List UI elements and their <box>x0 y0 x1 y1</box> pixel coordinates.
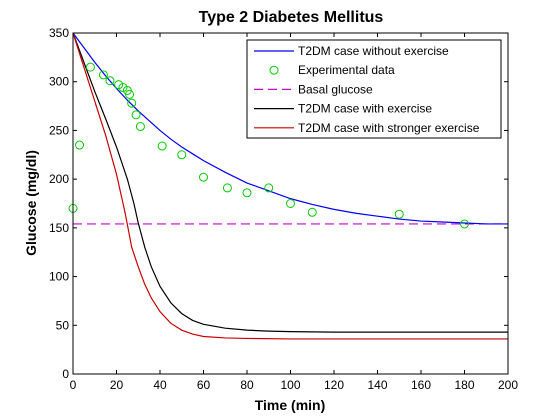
x-tick-label: 120 <box>324 378 344 392</box>
x-tick-label: 160 <box>411 378 431 392</box>
legend-label: T2DM case with stronger exercise <box>298 121 480 135</box>
data-point <box>394 209 404 219</box>
x-tick-label: 140 <box>367 378 387 392</box>
series-4-line <box>72 32 508 340</box>
data-point <box>135 122 145 132</box>
legend: T2DM case without exercise Experimental d… <box>246 39 502 139</box>
legend-label: T2DM case without exercise <box>298 44 449 58</box>
series-0-line <box>72 32 508 225</box>
data-point <box>242 188 252 198</box>
data-point <box>98 70 108 80</box>
x-tick-label: 60 <box>197 378 211 392</box>
y-tick-label: 100 <box>49 270 69 284</box>
y-tick-label: 250 <box>49 123 69 137</box>
legend-label: Basal glucose <box>298 82 373 96</box>
chart-title: Type 2 Diabetes Mellitus <box>199 9 384 26</box>
data-point <box>460 219 469 229</box>
x-tick-label: 180 <box>454 378 474 392</box>
legend-entry: Experimental data <box>269 63 395 77</box>
x-tick-label: 100 <box>280 378 300 392</box>
x-tick-label: 80 <box>240 378 254 392</box>
x-tick-label: 40 <box>153 378 167 392</box>
data-point <box>222 183 232 193</box>
data-point <box>75 140 85 150</box>
legend-label: Experimental data <box>298 63 395 77</box>
y-axis: 0 50 100 150 200 250 300 350 <box>49 26 508 381</box>
data-point <box>125 89 135 99</box>
series-3-line <box>72 32 508 333</box>
series-experimental-data <box>68 62 469 229</box>
legend-entry: T2DM case without exercise <box>254 44 449 58</box>
legend-entry: Basal glucose <box>254 82 373 96</box>
data-point <box>286 199 295 208</box>
y-axis-label: Glucose (mg/dl) <box>23 150 39 256</box>
y-tick-label: 200 <box>49 172 69 186</box>
legend-marker <box>269 65 279 75</box>
legend-entry: T2DM case with exercise <box>254 102 432 116</box>
x-tick-label: 200 <box>498 378 518 392</box>
data-point <box>131 110 141 120</box>
legend-label: T2DM case with exercise <box>298 102 432 116</box>
x-tick-label: 0 <box>70 378 77 392</box>
data-point <box>127 98 137 108</box>
y-tick-label: 150 <box>49 221 69 235</box>
data-point <box>307 207 317 217</box>
data-point <box>199 172 208 182</box>
data-point <box>264 183 274 193</box>
plot-area <box>68 32 508 340</box>
y-tick-label: 300 <box>49 75 69 89</box>
data-point <box>177 150 187 160</box>
legend-entry: T2DM case with stronger exercise <box>254 121 480 135</box>
data-point <box>105 76 115 86</box>
x-axis-label: Time (min) <box>255 397 326 413</box>
y-tick-label: 0 <box>62 367 69 381</box>
y-tick-label: 50 <box>56 318 70 332</box>
data-point <box>157 141 167 151</box>
data-point <box>85 62 95 72</box>
y-tick-label: 350 <box>49 26 69 40</box>
x-axis: 0 20 40 60 80 100 120 140 160 180 200 <box>70 33 518 392</box>
x-tick-label: 20 <box>110 378 124 392</box>
